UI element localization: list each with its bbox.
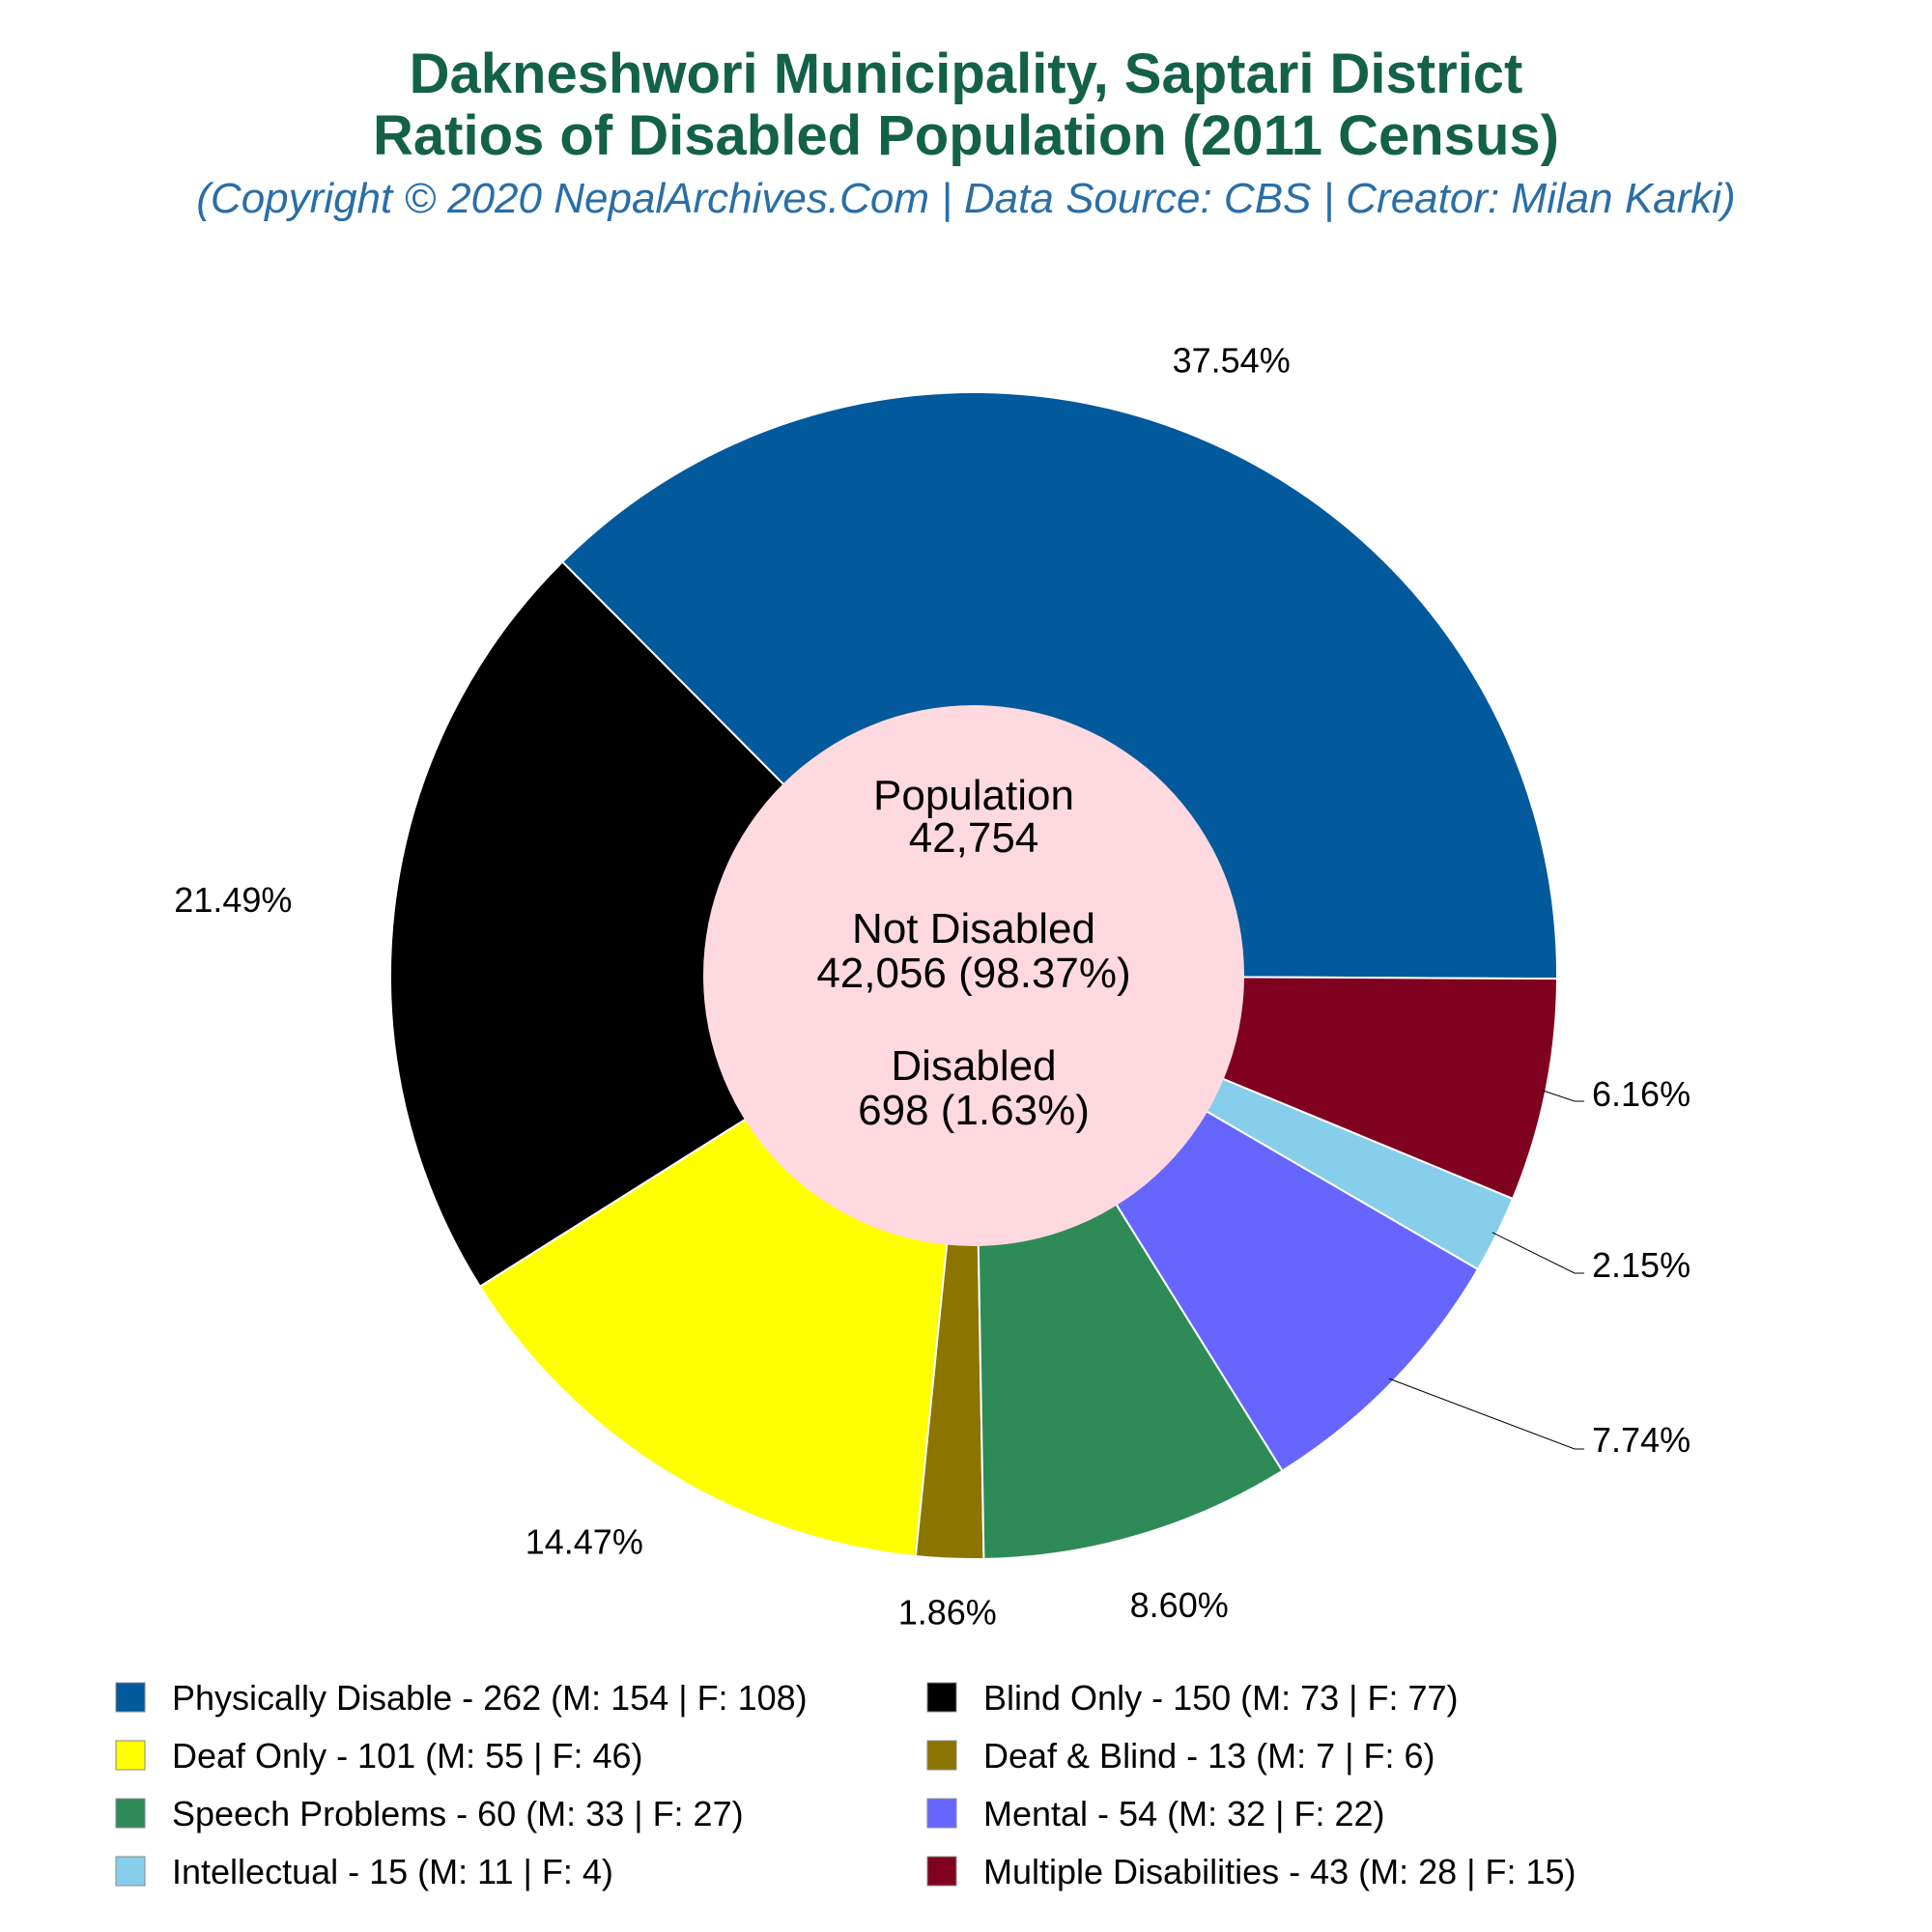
chart-subtitle: (Copyright © 2020 NepalArchives.Com | Da… — [196, 175, 1735, 222]
legend-swatch — [115, 1682, 146, 1713]
center-not-disabled-label: Not Disabled — [852, 905, 1095, 952]
legend-entry: Physically Disable - 262 (M: 154 | F: 10… — [172, 1678, 808, 1718]
pie-slice-physically-disable — [560, 391, 1558, 980]
center-not-disabled-value: 42,056 (98.37%) — [816, 950, 1130, 997]
legend-swatch — [115, 1798, 146, 1829]
percent-label: 1.86% — [898, 1592, 997, 1632]
legend: Physically Disable - 262 (M: 154 | F: 10… — [115, 1678, 1577, 1891]
legend-entry: Blind Only - 150 (M: 73 | F: 77) — [983, 1678, 1459, 1718]
percent-label: 6.16% — [1592, 1074, 1690, 1114]
legend-swatch — [926, 1682, 957, 1713]
chart-title-line2: Ratios of Disabled Population (2011 Cens… — [373, 104, 1559, 167]
percent-label: 14.47% — [526, 1522, 643, 1562]
legend-swatch — [926, 1740, 957, 1771]
legend-swatch — [926, 1798, 957, 1829]
percent-label: 7.74% — [1592, 1420, 1690, 1460]
leader-line — [1541, 1089, 1584, 1102]
pie-slice-blind-only — [389, 560, 976, 1289]
legend-entry: Mental - 54 (M: 32 | F: 22) — [983, 1794, 1385, 1833]
legend-swatch — [115, 1856, 146, 1887]
label-leader-lines — [1388, 1089, 1584, 1450]
legend-entry: Deaf Only - 101 (M: 55 | F: 46) — [172, 1736, 643, 1776]
percent-label: 2.15% — [1592, 1245, 1690, 1285]
leader-line — [1388, 1378, 1584, 1450]
center-disabled-value: 698 (1.63%) — [858, 1087, 1090, 1134]
center-summary-disc — [703, 705, 1244, 1246]
legend-entry: Intellectual - 15 (M: 11 | F: 4) — [172, 1852, 613, 1891]
legend-entry: Speech Problems - 60 (M: 33 | F: 27) — [172, 1794, 744, 1833]
center-disabled-label: Disabled — [891, 1042, 1056, 1090]
legend-entry: Deaf & Blind - 13 (M: 7 | F: 6) — [983, 1736, 1435, 1776]
legend-swatch — [115, 1740, 146, 1771]
legend-entry: Multiple Disabilities - 43 (M: 28 | F: 1… — [983, 1852, 1577, 1891]
percent-labels: 37.54% 21.49% 14.47% 1.86% 8.60% 7.74% 2.15% 6.… — [174, 341, 1690, 1633]
center-population-value: 42,754 — [909, 814, 1039, 862]
percent-label: 8.60% — [1130, 1585, 1229, 1625]
center-population-label: Population — [873, 772, 1074, 819]
percent-label: 21.49% — [174, 880, 292, 920]
legend-swatch — [926, 1856, 957, 1887]
percent-label: 37.54% — [1173, 341, 1291, 381]
leader-line — [1492, 1232, 1584, 1274]
chart-title-line1: Dakneshwori Municipality, Saptari Distri… — [410, 43, 1523, 105]
